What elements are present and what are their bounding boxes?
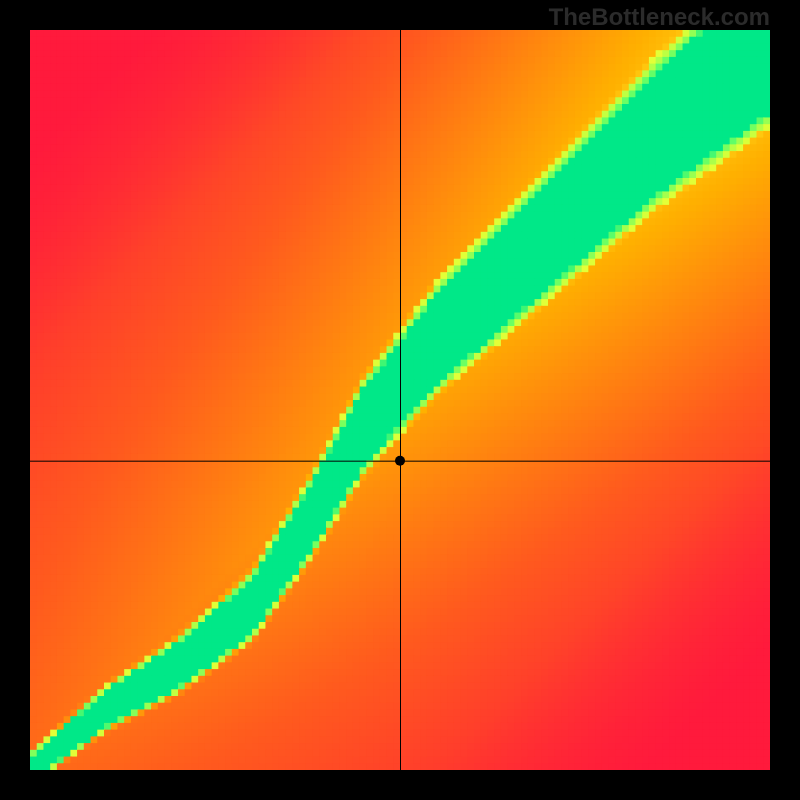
- bottleneck-heatmap: [30, 30, 770, 770]
- chart-container: TheBottleneck.com: [0, 0, 800, 800]
- watermark-text: TheBottleneck.com: [549, 4, 770, 32]
